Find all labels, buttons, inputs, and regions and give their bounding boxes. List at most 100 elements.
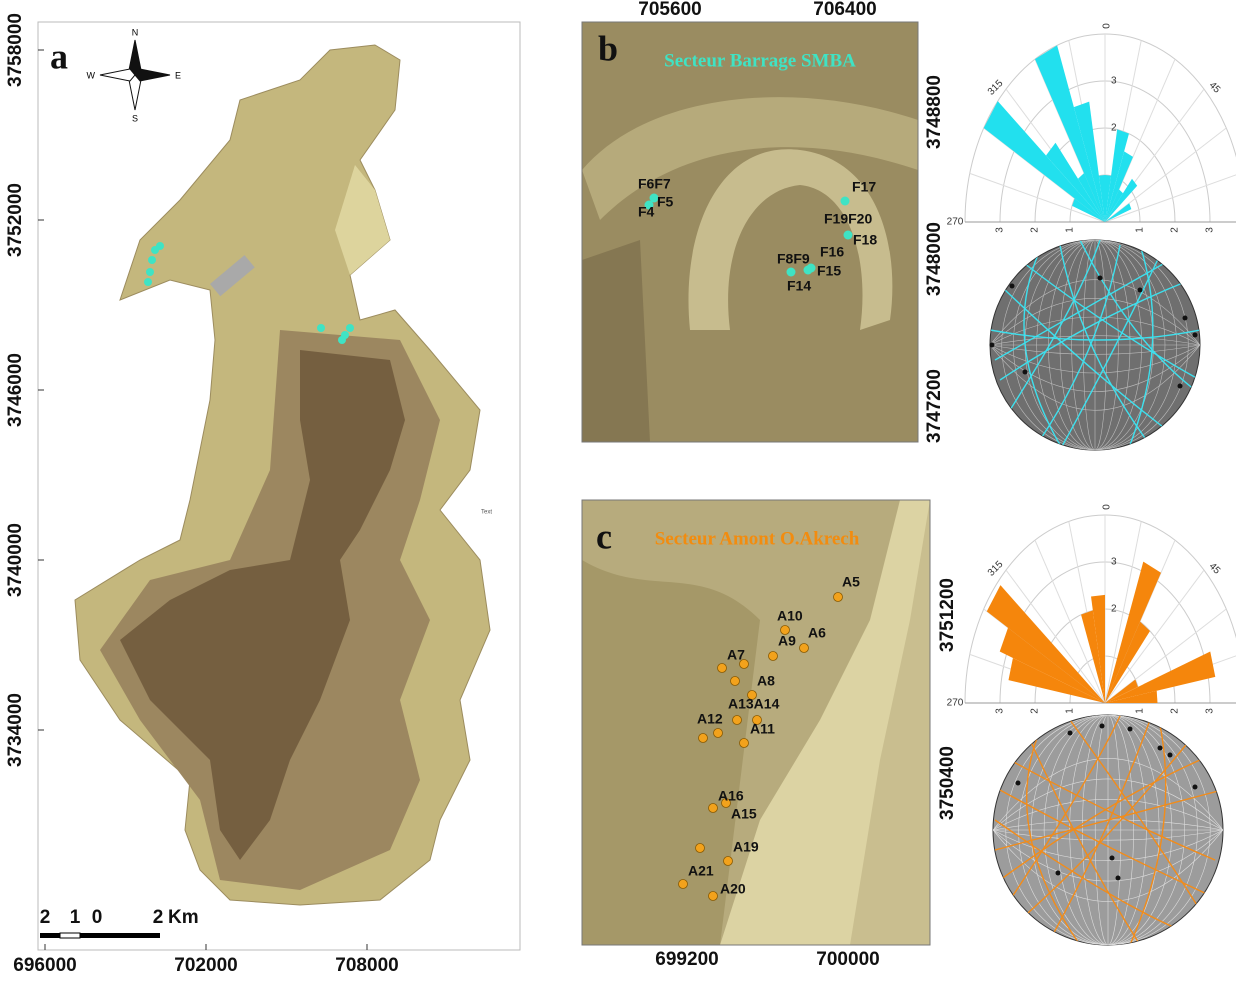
bearing-label: 45	[1207, 561, 1223, 577]
radial-label: 2	[1170, 708, 1181, 714]
point-label: A5	[842, 574, 860, 590]
point-label: F5	[657, 194, 674, 210]
panel-title: Secteur Amont O.Akrech	[655, 528, 860, 549]
y-tick-label: 3746000	[5, 353, 26, 427]
sample-dot	[731, 677, 740, 686]
point-label: F8F9	[777, 251, 810, 267]
scale-unit: Km	[168, 907, 199, 928]
radial-label: 3	[995, 708, 1006, 714]
stereonet-b	[990, 240, 1201, 450]
bearing-label: 315	[986, 559, 1006, 579]
panel-label: c	[596, 516, 612, 556]
scale-bar	[40, 933, 160, 938]
sample-dot	[696, 844, 705, 853]
sample-dot	[709, 804, 718, 813]
sample-dot	[740, 739, 749, 748]
scale-label: 1	[70, 907, 81, 928]
sample-dot	[844, 231, 853, 240]
bearing-label: 315	[986, 78, 1006, 98]
radial-label: 2	[1170, 227, 1181, 233]
y-tick-label: 3748000	[924, 222, 945, 296]
note: Text	[481, 510, 492, 516]
x-tick-label: 708000	[335, 955, 398, 976]
sample-dot	[699, 734, 708, 743]
point-label: A21	[688, 863, 714, 879]
radial-label: 1	[1065, 708, 1076, 714]
radial-label: 2	[1030, 227, 1041, 233]
rose-diagram: 0 315 45 270 3 2 1 1 2 3 3 2	[947, 504, 1236, 714]
rose-diagram: 03154527032112332	[947, 23, 1236, 233]
point-label: F19F20	[824, 211, 872, 227]
radial-label: 2	[1111, 123, 1117, 134]
point-label: A8	[757, 673, 775, 689]
point-label: F14	[787, 278, 811, 294]
compass-s: S	[132, 113, 138, 123]
radial-label: 2	[1030, 708, 1041, 714]
panel-a: N S E W a Text	[38, 22, 520, 950]
radial-label: 1	[1135, 708, 1146, 714]
scale-label: 0	[92, 907, 103, 928]
x-tick-label: 699200	[655, 949, 718, 970]
bearing-label: 270	[947, 698, 964, 709]
point-label: A7	[727, 647, 745, 663]
radial-label: 2	[1111, 604, 1117, 615]
bearing-label: 270	[947, 217, 964, 228]
scale-label: 2	[153, 907, 164, 928]
point-label: A15	[731, 806, 757, 822]
sample-dot	[724, 857, 733, 866]
y-tick-label: 3747200	[924, 369, 945, 443]
rose-petal	[1035, 45, 1105, 222]
panel-label: a	[50, 36, 68, 76]
sample-dot	[733, 716, 742, 725]
radial-label: 3	[1205, 708, 1216, 714]
compass-e: E	[175, 70, 181, 80]
point-label: A9	[778, 633, 796, 649]
sample-dot	[841, 197, 850, 206]
stereonet-c	[993, 715, 1223, 945]
point-label: A20	[720, 881, 746, 897]
x-tick-label: 696000	[13, 955, 76, 976]
scale-label: 2	[40, 907, 51, 928]
y-tick-label: 3748800	[924, 75, 945, 149]
radial-label: 3	[995, 227, 1006, 233]
point-label: A19	[733, 839, 759, 855]
sample-dot	[787, 268, 796, 277]
point-label: F17	[852, 179, 876, 195]
sample-dot	[769, 652, 778, 661]
y-tick-label: 3750400	[937, 746, 958, 820]
point-label: A10	[777, 608, 803, 624]
point-label: F18	[853, 232, 877, 248]
sample-dot	[800, 644, 809, 653]
x-tick-label: 706400	[813, 0, 876, 20]
radial-label: 3	[1111, 557, 1117, 568]
bearing-label: 0	[1099, 23, 1110, 29]
y-tick-label: 3740000	[5, 523, 26, 597]
bearing-label: 0	[1099, 504, 1110, 510]
point-label: F15	[817, 263, 841, 279]
y-tick-label: 3734000	[5, 693, 26, 767]
compass-w: W	[87, 70, 96, 80]
radial-label: 3	[1111, 76, 1117, 87]
compass-n: N	[132, 27, 139, 37]
point-label: A11	[750, 721, 775, 737]
x-tick-label: 702000	[174, 955, 237, 976]
point-label: F6F7	[638, 176, 671, 192]
bearing-label: 45	[1207, 80, 1223, 96]
sample-dot	[834, 593, 843, 602]
radial-label: 1	[1135, 227, 1146, 233]
sample-dot	[714, 729, 723, 738]
radial-label: 1	[1065, 227, 1076, 233]
x-tick-label: 705600	[638, 0, 701, 20]
point-label: A12	[697, 711, 723, 727]
y-tick-label: 3752000	[5, 183, 26, 257]
panel-label: b	[598, 28, 618, 68]
y-tick-label: 3758000	[5, 13, 26, 87]
point-label: F16	[820, 244, 844, 260]
point-label: A13A14	[728, 696, 780, 712]
point-label: A16	[718, 788, 744, 804]
sample-dot	[679, 880, 688, 889]
y-tick-label: 3751200	[937, 578, 958, 652]
x-tick-label: 700000	[816, 949, 879, 970]
panel-title: Secteur Barrage SMBA	[664, 50, 856, 71]
sample-dot	[709, 892, 718, 901]
